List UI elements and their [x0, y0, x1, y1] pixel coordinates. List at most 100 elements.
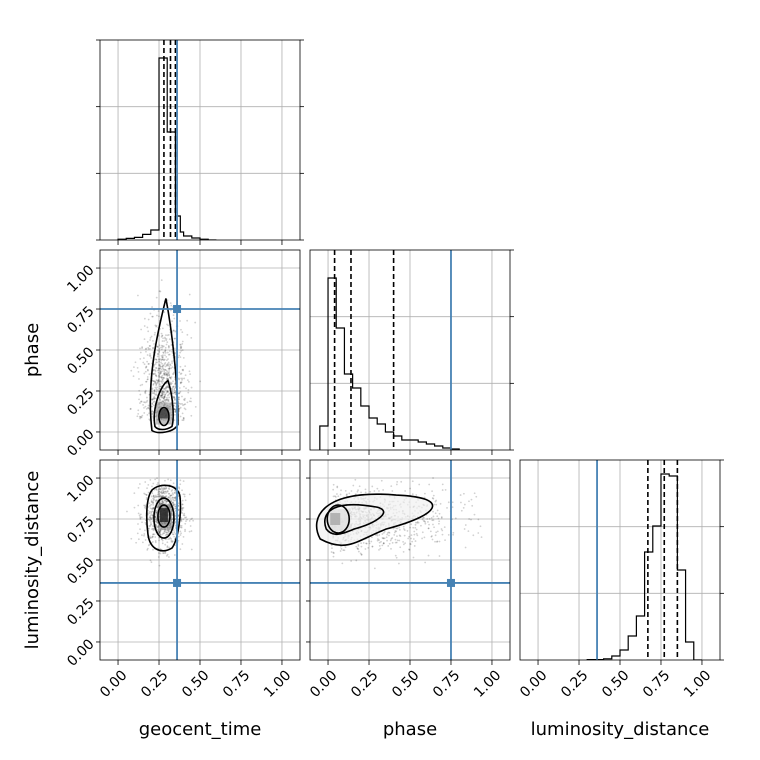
- scatter-point: [162, 380, 164, 383]
- scatter-point: [163, 390, 166, 393]
- scatter-point: [160, 394, 162, 397]
- scatter-point: [164, 398, 166, 401]
- scatter-point: [179, 526, 182, 529]
- x-tick-label: 1.00: [261, 667, 294, 700]
- scatter-point: [167, 361, 170, 364]
- scatter-point: [364, 491, 367, 494]
- scatter-point: [170, 499, 173, 501]
- scatter-point: [168, 392, 171, 395]
- scatter-point: [160, 491, 163, 494]
- scatter-point: [139, 351, 142, 354]
- scatter-point: [400, 480, 403, 483]
- scatter-point: [165, 533, 168, 536]
- scatter-point: [153, 390, 156, 393]
- scatter-point: [164, 543, 167, 546]
- scatter-point: [162, 397, 165, 399]
- scatter-point: [143, 533, 146, 535]
- scatter-point: [432, 510, 434, 513]
- scatter-point: [141, 346, 144, 348]
- scatter-point: [168, 376, 171, 379]
- scatter-point: [332, 483, 335, 486]
- scatter-point: [181, 368, 184, 371]
- scatter-point: [416, 521, 419, 524]
- scatter-point: [141, 347, 143, 349]
- scatter-point: [174, 495, 177, 498]
- scatter-point: [174, 505, 177, 508]
- scatter-point: [161, 358, 164, 361]
- scatter-point: [166, 363, 169, 366]
- scatter-point: [148, 510, 151, 513]
- scatter-point: [164, 352, 167, 354]
- scatter-point: [144, 370, 147, 373]
- scatter-point: [156, 506, 159, 509]
- scatter-point: [139, 528, 141, 531]
- scatter-point: [185, 520, 187, 523]
- scatter-point: [161, 365, 164, 368]
- scatter-point: [180, 381, 182, 384]
- scatter-point: [130, 537, 133, 540]
- scatter-point: [164, 552, 167, 555]
- histogram-step-line: [319, 277, 460, 450]
- scatter-point: [157, 315, 160, 318]
- x-tick-label: 0.75: [640, 667, 673, 700]
- scatter-point: [179, 320, 181, 322]
- scatter-point: [171, 514, 174, 517]
- histogram-panel-luminosity_distance: [519, 459, 724, 665]
- scatter-point: [339, 550, 342, 552]
- scatter-point: [180, 345, 183, 348]
- scatter-point: [165, 382, 168, 385]
- scatter-point: [427, 527, 430, 530]
- scatter-point: [174, 503, 176, 506]
- scatter-point: [188, 293, 191, 296]
- x-tick-label: 1.00: [471, 667, 504, 700]
- scatter-point: [161, 334, 164, 337]
- scatter-point: [164, 365, 167, 368]
- scatter-point: [156, 345, 159, 348]
- scatter-point: [383, 537, 386, 540]
- scatter-point: [441, 529, 444, 532]
- scatter-point: [158, 531, 161, 534]
- scatter-point: [179, 382, 182, 385]
- scatter-point: [414, 540, 417, 542]
- scatter-point: [181, 507, 184, 509]
- scatter-point: [151, 536, 154, 539]
- scatter-point: [165, 500, 168, 503]
- scatter-point: [178, 398, 181, 401]
- scatter-point: [151, 398, 154, 400]
- scatter-point: [167, 496, 170, 499]
- scatter-point: [166, 390, 169, 392]
- scatter-point: [172, 504, 175, 507]
- scatter-point: [144, 507, 147, 510]
- x-tick-label: 0.00: [517, 667, 550, 700]
- scatter-point: [171, 489, 174, 491]
- scatter-point: [139, 517, 142, 519]
- scatter-point: [471, 504, 474, 507]
- scatter-point: [371, 545, 374, 548]
- scatter-point: [194, 406, 197, 408]
- scatter-point: [371, 485, 374, 488]
- scatter-point: [429, 530, 432, 533]
- scatter-point: [174, 411, 177, 413]
- scatter-point: [169, 381, 172, 384]
- scatter-point: [155, 379, 158, 381]
- scatter-point: [151, 315, 154, 318]
- scatter-point: [149, 536, 152, 539]
- scatter-point: [157, 364, 160, 366]
- scatter-point: [179, 403, 182, 405]
- scatter-point: [160, 486, 163, 488]
- scatter-point: [431, 497, 434, 499]
- scatter-point: [153, 404, 155, 407]
- scatter-point: [435, 503, 438, 506]
- scatter-point: [161, 542, 164, 545]
- scatter-point: [174, 491, 176, 494]
- scatter-point: [147, 491, 150, 494]
- scatter-point: [376, 539, 379, 542]
- scatter-point: [172, 493, 174, 496]
- scatter-point: [159, 494, 162, 497]
- scatter-point: [151, 315, 154, 318]
- scatter-point: [427, 527, 430, 530]
- scatter-point: [143, 372, 146, 375]
- panel-content: [310, 460, 510, 660]
- scatter-point: [171, 390, 174, 393]
- scatter-point: [190, 400, 192, 403]
